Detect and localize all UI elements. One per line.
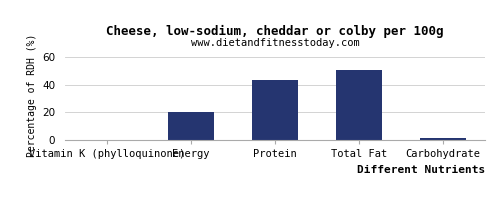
Y-axis label: Percentage of RDH (%): Percentage of RDH (%) xyxy=(26,33,36,157)
Text: Cheese, low-sodium, cheddar or colby per 100g: Cheese, low-sodium, cheddar or colby per… xyxy=(106,25,444,38)
Bar xyxy=(252,80,298,140)
Bar xyxy=(336,70,382,140)
X-axis label: Different Nutrients: Different Nutrients xyxy=(357,165,485,175)
Text: www.dietandfitnesstoday.com: www.dietandfitnesstoday.com xyxy=(190,38,360,48)
Bar xyxy=(420,138,466,140)
Bar xyxy=(168,112,214,140)
